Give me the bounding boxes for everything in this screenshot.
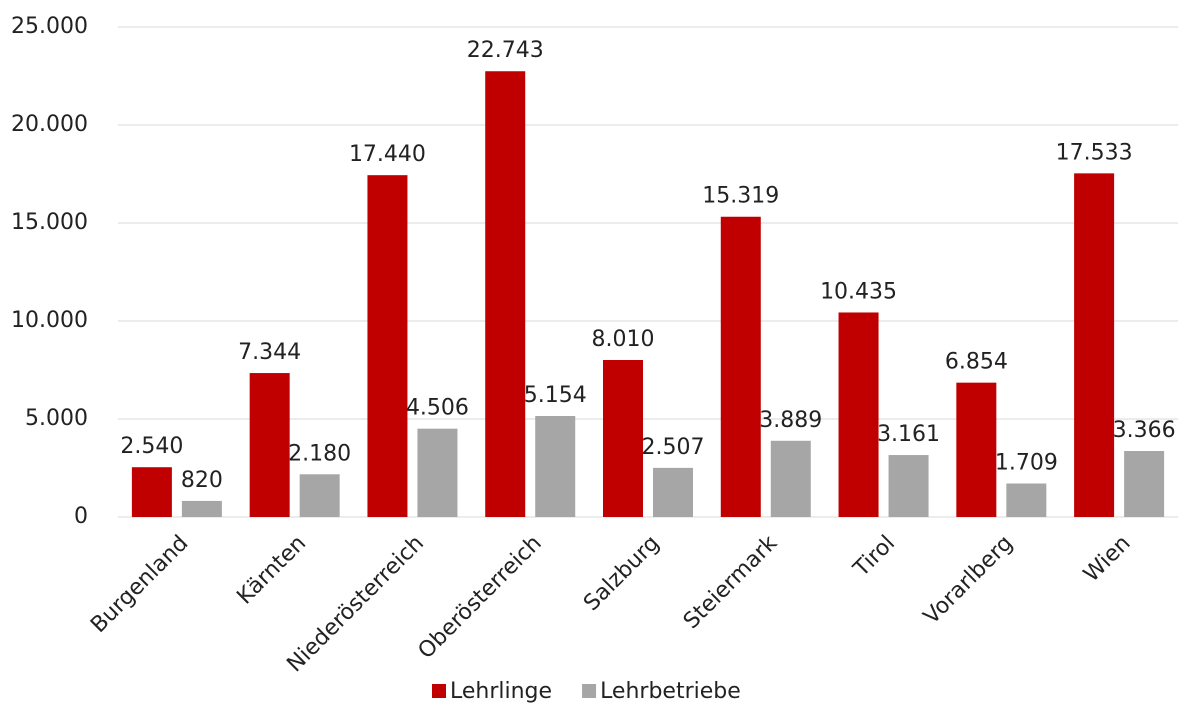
bar [131,467,172,517]
bar [603,360,643,517]
value-label: 3.366 [1113,418,1176,443]
value-label: 5.154 [524,383,587,408]
bar [1124,451,1165,517]
bar [838,312,879,517]
bar [1074,173,1115,517]
value-label: 17.533 [1056,140,1133,165]
x-tick-label: Oberösterreich [414,531,547,664]
x-tick-label: Tirol [848,531,900,583]
y-tick-label: 0 [74,504,88,529]
bar [888,455,929,517]
bar [485,71,526,518]
bar [367,175,408,517]
x-tick-label: Burgenland [86,531,193,638]
bar [535,415,576,517]
value-label: 2.507 [642,435,705,460]
value-label: 2.540 [120,434,183,459]
value-label: 3.161 [877,422,940,447]
x-tick-label: Wien [1079,531,1135,587]
x-tick-label: Kärnten [232,531,311,610]
value-label: 4.506 [406,396,469,421]
bar [249,373,290,517]
bar [720,216,761,517]
value-label: 10.435 [820,279,897,304]
legend-swatch [432,684,446,698]
value-label: 6.854 [945,350,1008,375]
value-label: 820 [181,468,223,493]
bar [770,440,811,517]
value-label: 15.319 [702,184,779,209]
legend-swatch [582,684,597,698]
y-tick-label: 25.000 [11,14,88,39]
value-label: 17.440 [349,142,426,167]
bar [181,500,222,517]
x-tick-label: Steiermark [679,531,783,635]
legend-label: Lehrlinge [450,679,552,704]
y-tick-label: 15.000 [11,210,88,235]
bar [956,382,997,517]
value-label: 2.180 [288,441,351,466]
value-label: 7.344 [238,340,301,365]
bar [417,428,458,517]
x-tick-label: Vorarlberg [919,531,1018,630]
value-label: 3.889 [759,408,822,433]
x-tick-label: Salzburg [579,531,664,616]
y-tick-label: 20.000 [11,112,88,137]
legend-label: Lehrbetriebe [600,679,741,704]
value-label: 8.010 [592,327,655,352]
y-tick-label: 5.000 [25,406,88,431]
bar [653,467,693,517]
value-label: 1.709 [995,451,1058,476]
y-tick-label: 10.000 [11,308,88,333]
value-label: 22.743 [467,38,544,63]
bar [1006,483,1047,517]
bar [299,474,340,517]
